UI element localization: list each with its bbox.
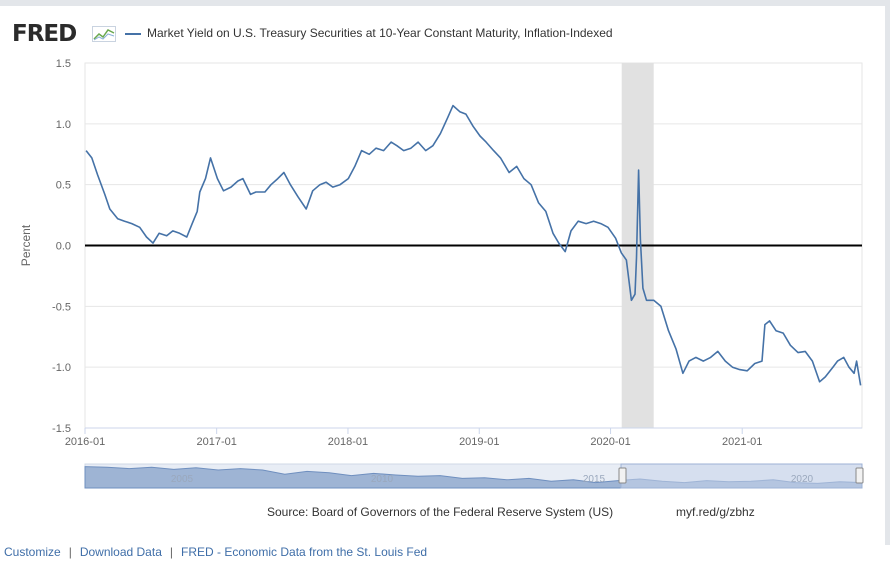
fred-home-link[interactable]: FRED - Economic Data from the St. Louis … [181, 545, 428, 559]
x-tick-label: 2016-01 [65, 436, 105, 448]
window-right-border [885, 0, 890, 545]
navigator-handle[interactable] [618, 467, 627, 484]
x-tick-label: 2020-01 [590, 436, 630, 448]
y-tick-label: 1.5 [56, 58, 71, 70]
legend-label: Market Yield on U.S. Treasury Securities… [147, 26, 613, 40]
chart-logo-icon [92, 26, 116, 42]
navigator-selection[interactable] [620, 463, 863, 489]
y-tick-label: -1.5 [52, 423, 71, 435]
x-tick-label: 2021-01 [722, 436, 762, 448]
y-tick-label: -0.5 [52, 301, 71, 313]
customize-link[interactable]: Customize [4, 545, 61, 559]
navigator-label: 2005 [171, 474, 194, 485]
footer-separator: | [169, 545, 173, 559]
x-tick-label: 2019-01 [459, 436, 499, 448]
y-tick-label: 0.0 [56, 241, 71, 253]
legend-swatch [125, 32, 141, 35]
navigator-label: 2015 [583, 474, 606, 485]
short-link[interactable]: myf.red/g/zbhz [676, 505, 755, 519]
series-line[interactable] [85, 104, 862, 386]
download-data-link[interactable]: Download Data [79, 545, 162, 559]
navigator-handle[interactable] [855, 467, 864, 484]
x-tick-label: 2018-01 [328, 436, 368, 448]
line-chart[interactable]: Percent 1.5 1.0 0.5 0.0 -0.5 -1.0 -1.5 2016-01… [0, 0, 890, 500]
footer-separator: | [68, 545, 72, 559]
y-tick-label: 0.5 [56, 180, 71, 192]
y-tick-label: -1.0 [52, 362, 71, 374]
footer-links: Customize | Download Data | FRED - Economic … [4, 545, 427, 559]
fred-logo[interactable]: FRED [12, 21, 77, 47]
y-tick-label: 1.0 [56, 119, 71, 131]
window-top-border [0, 0, 890, 6]
y-axis-title: Percent [19, 224, 33, 266]
legend[interactable]: Market Yield on U.S. Treasury Securities… [125, 26, 613, 40]
x-tick-label: 2017-01 [196, 436, 236, 448]
source-note: Source: Board of Governors of the Federa… [267, 505, 614, 519]
navigator-label: 2020 [791, 474, 814, 485]
navigator-label: 2010 [371, 474, 394, 485]
